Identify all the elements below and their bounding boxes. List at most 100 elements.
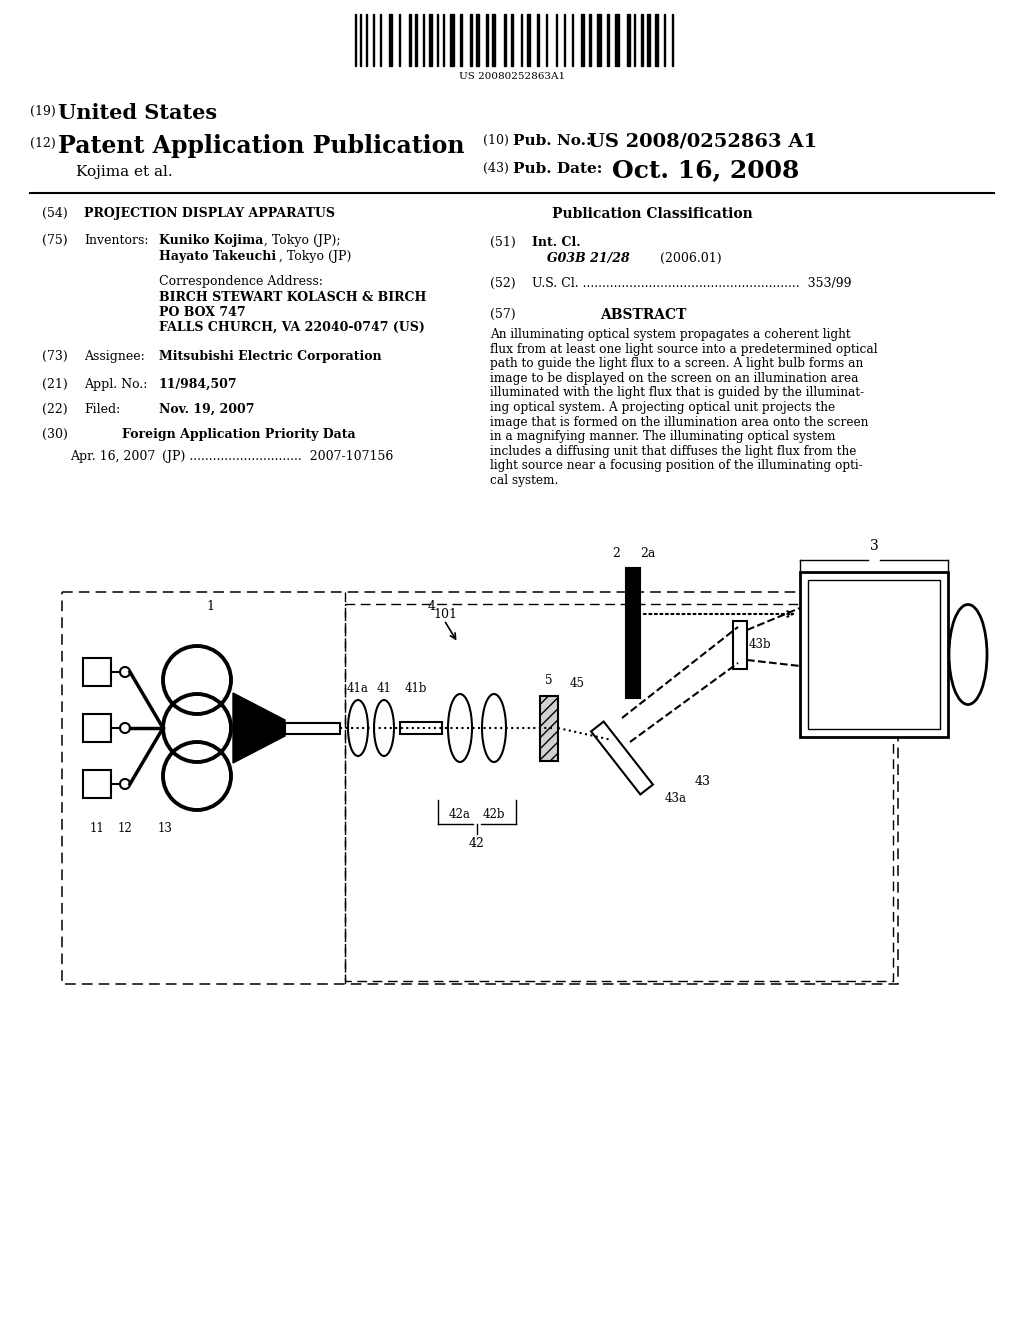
Bar	[415, 15, 417, 66]
Text: Hayato Takeuchi: Hayato Takeuchi	[159, 249, 276, 263]
Text: (75): (75)	[42, 234, 68, 247]
Bar	[62, 591, 898, 983]
Text: PROJECTION DISPLAY APPARATUS: PROJECTION DISPLAY APPARATUS	[84, 207, 335, 220]
Bar	[409, 15, 411, 66]
Text: (12): (12)	[30, 137, 55, 150]
Text: (10): (10)	[483, 135, 509, 147]
Text: US 20080252863A1: US 20080252863A1	[459, 73, 565, 81]
Bar	[540, 696, 558, 762]
Text: (30): (30)	[42, 428, 68, 441]
Bar	[808, 579, 940, 729]
Text: Publication Classification: Publication Classification	[552, 207, 753, 220]
Bar	[627, 15, 630, 66]
Text: 11/984,507: 11/984,507	[159, 378, 238, 391]
Bar	[504, 15, 506, 66]
Text: flux from at least one light source into a predetermined optical: flux from at least one light source into…	[490, 343, 878, 355]
Bar	[615, 15, 618, 66]
Bar	[476, 15, 479, 66]
Text: 42: 42	[469, 837, 485, 850]
Text: 3: 3	[869, 539, 879, 553]
Polygon shape	[591, 722, 653, 795]
Text: Kojima et al.: Kojima et al.	[76, 165, 173, 180]
Text: 43b: 43b	[749, 639, 772, 652]
Text: 43: 43	[695, 775, 711, 788]
Bar	[641, 15, 643, 66]
Text: US 2008/0252863 A1: US 2008/0252863 A1	[588, 132, 817, 150]
Bar	[83, 714, 111, 742]
Text: Filed:: Filed:	[84, 403, 120, 416]
Text: , Tokyo (JP): , Tokyo (JP)	[279, 249, 351, 263]
Text: cal system.: cal system.	[490, 474, 558, 487]
Text: (57): (57)	[490, 308, 516, 321]
Text: 13: 13	[158, 822, 173, 836]
Text: Mitsubishi Electric Corporation: Mitsubishi Electric Corporation	[159, 350, 382, 363]
Text: 41a: 41a	[347, 682, 369, 696]
Bar	[345, 605, 893, 981]
Text: image to be displayed on the screen on an illumination area: image to be displayed on the screen on a…	[490, 372, 858, 385]
Text: 43a: 43a	[665, 792, 687, 805]
Bar	[647, 15, 650, 66]
Text: Nov. 19, 2007: Nov. 19, 2007	[159, 403, 255, 416]
Text: (21): (21)	[42, 378, 68, 391]
Text: 45: 45	[569, 677, 585, 690]
Bar	[626, 568, 640, 698]
Text: 11: 11	[90, 822, 104, 836]
Text: 101: 101	[433, 609, 457, 620]
Text: Patent Application Publication: Patent Application Publication	[58, 135, 465, 158]
Text: (51): (51)	[490, 236, 516, 249]
Text: in a magnifying manner. The illuminating optical system: in a magnifying manner. The illuminating…	[490, 430, 836, 444]
Text: Pub. Date:: Pub. Date:	[513, 162, 602, 176]
Bar	[655, 15, 658, 66]
Text: Int. Cl.: Int. Cl.	[532, 236, 581, 249]
Bar	[492, 15, 495, 66]
Text: light source near a focusing position of the illuminating opti-: light source near a focusing position of…	[490, 459, 862, 473]
Text: illuminated with the light flux that is guided by the illuminat-: illuminated with the light flux that is …	[490, 387, 864, 400]
Bar	[450, 15, 454, 66]
Text: ABSTRACT: ABSTRACT	[600, 308, 686, 322]
Text: Inventors:: Inventors:	[84, 234, 148, 247]
Bar	[389, 15, 392, 66]
Text: Appl. No.:: Appl. No.:	[84, 378, 147, 391]
Text: (JP) .............................  2007-107156: (JP) ............................. 2007-…	[162, 450, 393, 463]
Text: (52): (52)	[490, 277, 516, 290]
Text: 2: 2	[612, 546, 620, 560]
Text: 41b: 41b	[404, 682, 427, 696]
Text: Pub. No.:: Pub. No.:	[513, 135, 592, 148]
Bar	[511, 15, 513, 66]
Bar	[470, 15, 472, 66]
Text: ing optical system. A projecting optical unit projects the: ing optical system. A projecting optical…	[490, 401, 836, 414]
Text: 12: 12	[118, 822, 133, 836]
Text: path to guide the light flux to a screen. A light bulb forms an: path to guide the light flux to a screen…	[490, 358, 863, 370]
Text: (43): (43)	[483, 162, 509, 176]
Bar	[285, 723, 340, 734]
Bar	[581, 15, 584, 66]
Text: (22): (22)	[42, 403, 68, 416]
Bar	[486, 15, 488, 66]
Text: 5: 5	[545, 675, 553, 686]
Bar	[537, 15, 539, 66]
Text: 42a: 42a	[450, 808, 471, 821]
Bar	[800, 572, 948, 737]
Text: , Tokyo (JP);: , Tokyo (JP);	[264, 234, 341, 247]
Polygon shape	[733, 620, 746, 669]
Text: Foreign Application Priority Data: Foreign Application Priority Data	[122, 428, 355, 441]
Text: U.S. Cl. ........................................................  353/99: U.S. Cl. ...............................…	[532, 277, 852, 290]
Bar	[589, 15, 591, 66]
Text: Apr. 16, 2007: Apr. 16, 2007	[70, 450, 156, 463]
Polygon shape	[233, 693, 285, 763]
Text: (54): (54)	[42, 207, 68, 220]
Bar	[597, 15, 601, 66]
Text: An illuminating optical system propagates a coherent light: An illuminating optical system propagate…	[490, 327, 851, 341]
Text: (2006.01): (2006.01)	[660, 252, 722, 265]
Bar	[83, 657, 111, 686]
Text: (73): (73)	[42, 350, 68, 363]
Text: 2a: 2a	[640, 546, 655, 560]
Text: 1: 1	[206, 601, 214, 612]
Text: United States: United States	[58, 103, 217, 123]
Text: Correspondence Address:: Correspondence Address:	[159, 275, 323, 288]
Bar	[527, 15, 530, 66]
Text: 41: 41	[377, 682, 391, 696]
Bar	[607, 15, 609, 66]
Text: Oct. 16, 2008: Oct. 16, 2008	[612, 158, 800, 182]
Text: (19): (19)	[30, 106, 55, 117]
